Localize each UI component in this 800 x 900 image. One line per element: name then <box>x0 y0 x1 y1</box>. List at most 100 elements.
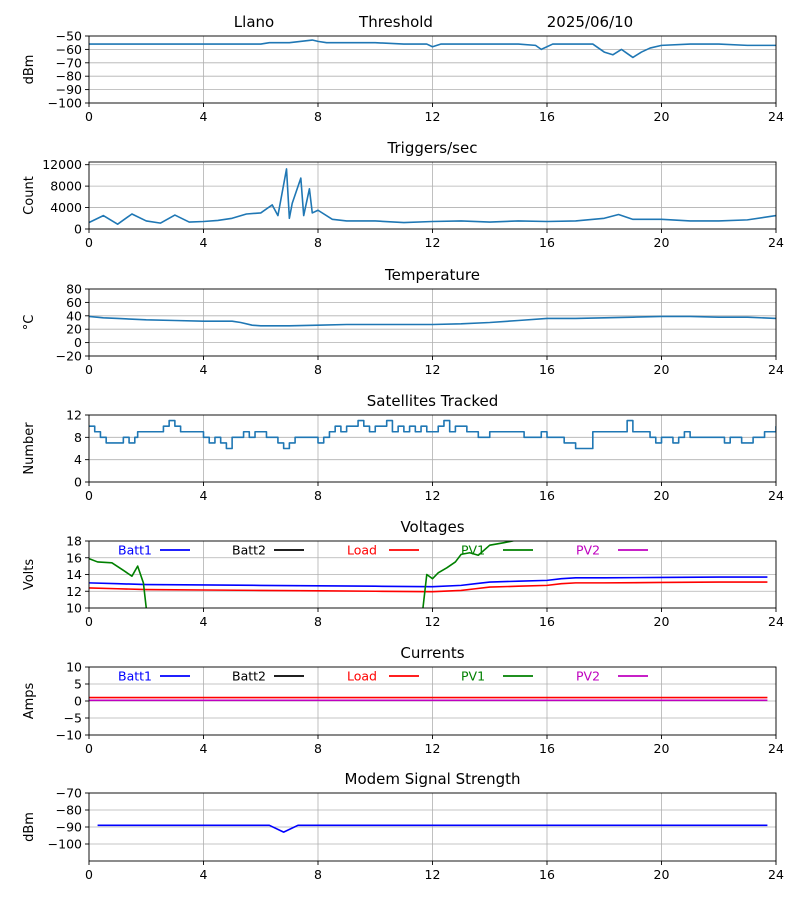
x-tick-label: 12 <box>425 614 441 629</box>
y-axis-label: Count <box>22 176 37 215</box>
series-line-load <box>89 581 768 593</box>
y-tick-label: 10 <box>66 660 82 675</box>
series-line-data <box>97 824 768 833</box>
chart-title: Modem Signal Strength <box>345 770 521 788</box>
x-tick-label: 20 <box>654 488 670 503</box>
x-tick-label: 0 <box>85 235 93 250</box>
y-tick-label: 18 <box>66 534 82 549</box>
y-tick-label: 60 <box>66 295 82 310</box>
y-axis-label: dBm <box>22 812 37 842</box>
y-tick-label: 0 <box>74 335 82 350</box>
legend-label-batt1: Batt1 <box>118 669 152 684</box>
x-tick-label: 0 <box>85 362 93 377</box>
x-tick-label: 4 <box>200 741 208 756</box>
x-tick-label: 8 <box>314 109 322 124</box>
x-tick-label: 4 <box>200 235 208 250</box>
x-tick-label: 12 <box>425 362 441 377</box>
y-axis-label: Number <box>22 422 37 475</box>
x-tick-label: 4 <box>200 362 208 377</box>
x-tick-label: 20 <box>654 109 670 124</box>
chart-title: Triggers/sec <box>387 139 478 157</box>
chart-title: Satellites Tracked <box>367 392 498 410</box>
x-tick-label: 0 <box>85 741 93 756</box>
x-tick-label: 8 <box>314 362 322 377</box>
x-tick-label: 20 <box>654 362 670 377</box>
legend-label-batt2: Batt2 <box>232 543 266 558</box>
y-axis-label: dBm <box>22 55 37 85</box>
y-tick-label: −70 <box>56 55 82 70</box>
x-tick-label: 8 <box>314 614 322 629</box>
x-tick-label: 24 <box>768 614 784 629</box>
chart-satellites: 0 4 8 12 16 20 24 0 4 8 12 Satellites Tracked Number <box>22 392 784 503</box>
legend-label-batt2: Batt2 <box>232 669 266 684</box>
x-tick-label: 8 <box>314 867 322 882</box>
y-tick-label: 0 <box>74 475 82 490</box>
y-tick-label: 10 <box>66 601 82 616</box>
series-line-pv1 <box>89 557 148 608</box>
y-tick-label: −50 <box>56 29 82 44</box>
x-tick-label: 20 <box>654 867 670 882</box>
y-tick-label: 16 <box>66 550 82 565</box>
x-tick-label: 8 <box>314 741 322 756</box>
x-tick-label: 8 <box>314 488 322 503</box>
header-date: 2025/06/10 <box>547 13 633 31</box>
y-axis-label: Volts <box>22 559 37 591</box>
y-tick-label: 12000 <box>42 157 82 172</box>
y-tick-label: −100 <box>48 96 82 111</box>
legend-label-pv2: PV2 <box>576 543 600 558</box>
y-tick-label: 40 <box>66 308 82 323</box>
x-tick-label: 24 <box>768 362 784 377</box>
y-tick-label: −60 <box>56 42 82 57</box>
y-tick-label: −70 <box>56 786 82 801</box>
x-tick-label: 4 <box>200 109 208 124</box>
header-station: Llano <box>234 13 274 31</box>
chart-modem: 0 4 8 12 16 20 24 −100 −90 −80 −70 Modem Signal Str… <box>22 770 784 882</box>
y-tick-label: 0 <box>74 694 82 709</box>
y-tick-label: 12 <box>66 584 82 599</box>
y-tick-label: −10 <box>56 728 82 743</box>
chart-signal: 0 4 8 12 16 20 24 −100−90−80−70−60−50 dBm <box>22 29 784 125</box>
y-tick-label: 8 <box>74 430 82 445</box>
y-tick-label: −100 <box>48 837 82 852</box>
y-tick-label: 5 <box>74 677 82 692</box>
chart-title: Currents <box>400 644 464 662</box>
x-tick-label: 16 <box>539 614 555 629</box>
y-tick-label: 4 <box>74 452 82 467</box>
y-tick-label: −20 <box>56 349 82 364</box>
y-tick-label: −80 <box>56 69 82 84</box>
y-tick-label: 20 <box>66 322 82 337</box>
x-tick-label: 24 <box>768 235 784 250</box>
y-tick-label: −5 <box>64 711 82 726</box>
x-tick-label: 16 <box>539 362 555 377</box>
legend-label-load: Load <box>347 543 377 558</box>
legend-label-batt1: Batt1 <box>118 543 152 558</box>
series-line-data <box>89 39 776 59</box>
y-axis-label: °C <box>22 315 37 331</box>
x-tick-label: 12 <box>425 488 441 503</box>
x-tick-label: 12 <box>425 867 441 882</box>
y-axis-label: Amps <box>22 682 37 719</box>
legend-label-pv1: PV1 <box>461 669 485 684</box>
y-tick-label: −90 <box>56 82 82 97</box>
series-line-pv1 <box>422 541 515 608</box>
y-tick-label: 8000 <box>50 179 82 194</box>
x-tick-label: 12 <box>425 741 441 756</box>
x-tick-label: 4 <box>200 488 208 503</box>
x-tick-label: 12 <box>425 109 441 124</box>
x-tick-label: 0 <box>85 109 93 124</box>
x-tick-label: 24 <box>768 488 784 503</box>
x-tick-label: 4 <box>200 614 208 629</box>
series-line-data <box>89 315 776 327</box>
x-tick-label: 0 <box>85 488 93 503</box>
header-mode: Threshold <box>358 13 433 31</box>
y-tick-label: −80 <box>56 803 82 818</box>
y-tick-label: 0 <box>74 222 82 237</box>
x-tick-label: 20 <box>654 235 670 250</box>
x-tick-label: 0 <box>85 867 93 882</box>
x-tick-label: 0 <box>85 614 93 629</box>
chart-title: Voltages <box>400 518 464 536</box>
y-tick-label: 4000 <box>50 200 82 215</box>
x-tick-label: 16 <box>539 488 555 503</box>
